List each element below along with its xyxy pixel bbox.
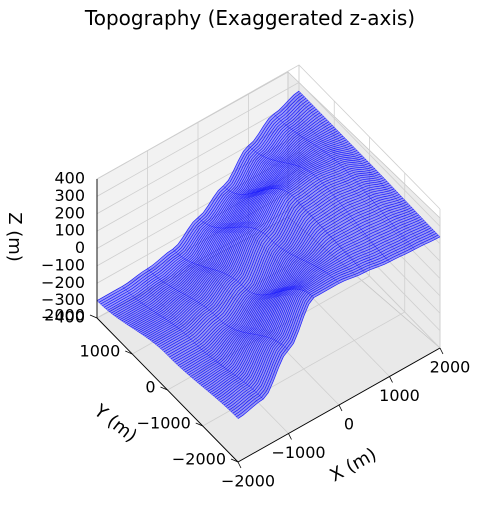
z-tick-label: −400: [41, 308, 85, 327]
surface-wire: [172, 249, 314, 298]
x-tick-label: −1000: [271, 443, 325, 462]
surface-wire: [197, 217, 340, 284]
surface-wire: [248, 145, 390, 262]
y-tick-mark: [230, 458, 239, 463]
surface-wire: [298, 90, 441, 237]
y-axis-label: Y (m): [89, 400, 141, 447]
y-tick-mark: [89, 314, 98, 319]
surface-wire: [223, 185, 365, 273]
y-tick-label: 2000: [44, 306, 85, 325]
x-tick-label: −2000: [221, 472, 275, 491]
tick-labels: −2000−1000010002000−2000−1000010002000−4…: [41, 169, 470, 491]
z-gridline: [96, 203, 441, 349]
y-tick-label: 0: [145, 378, 155, 397]
chart-title: Topography (Exaggerated z-axis): [84, 6, 416, 30]
z-tick-label: 300: [54, 186, 85, 205]
x-tick-label: 0: [344, 415, 354, 434]
z-gridline: [96, 99, 441, 245]
y-tick-mark: [160, 386, 168, 391]
x-tick-mark: [439, 347, 444, 355]
z-gridline: [96, 64, 441, 210]
z-axis-label: Z (m): [4, 212, 25, 262]
x-tick-mark: [237, 461, 242, 469]
z-tick-label: −100: [41, 255, 85, 274]
surface-wire: [122, 286, 264, 400]
z-tick-label: 400: [54, 169, 85, 188]
z-gridline: [96, 81, 441, 227]
x-tick-label: 2000: [430, 358, 471, 377]
surface-wire: [96, 300, 239, 419]
surface-plot: [96, 90, 441, 419]
z-tick-label: −200: [41, 273, 85, 292]
y-tick-mark: [125, 350, 133, 355]
x-tick-label: 1000: [379, 386, 420, 405]
z-tick-label: 100: [54, 221, 85, 240]
y-tick-label: −2000: [172, 450, 226, 469]
x-tick-mark: [288, 433, 292, 440]
y-tick-label: −1000: [137, 414, 191, 433]
y-tick-label: 1000: [80, 342, 121, 361]
surface-wire: [273, 113, 415, 250]
x-tick-mark: [389, 376, 393, 383]
x-tick-mark: [338, 404, 343, 412]
z-tick-label: 0: [75, 238, 85, 257]
z-tick-label: −300: [41, 290, 85, 309]
surface-wire: [147, 268, 289, 351]
x-axis-label: X (m): [327, 444, 381, 486]
y-tick-mark: [195, 422, 203, 427]
z-gridline: [96, 186, 441, 331]
z-tick-label: 200: [54, 203, 85, 222]
